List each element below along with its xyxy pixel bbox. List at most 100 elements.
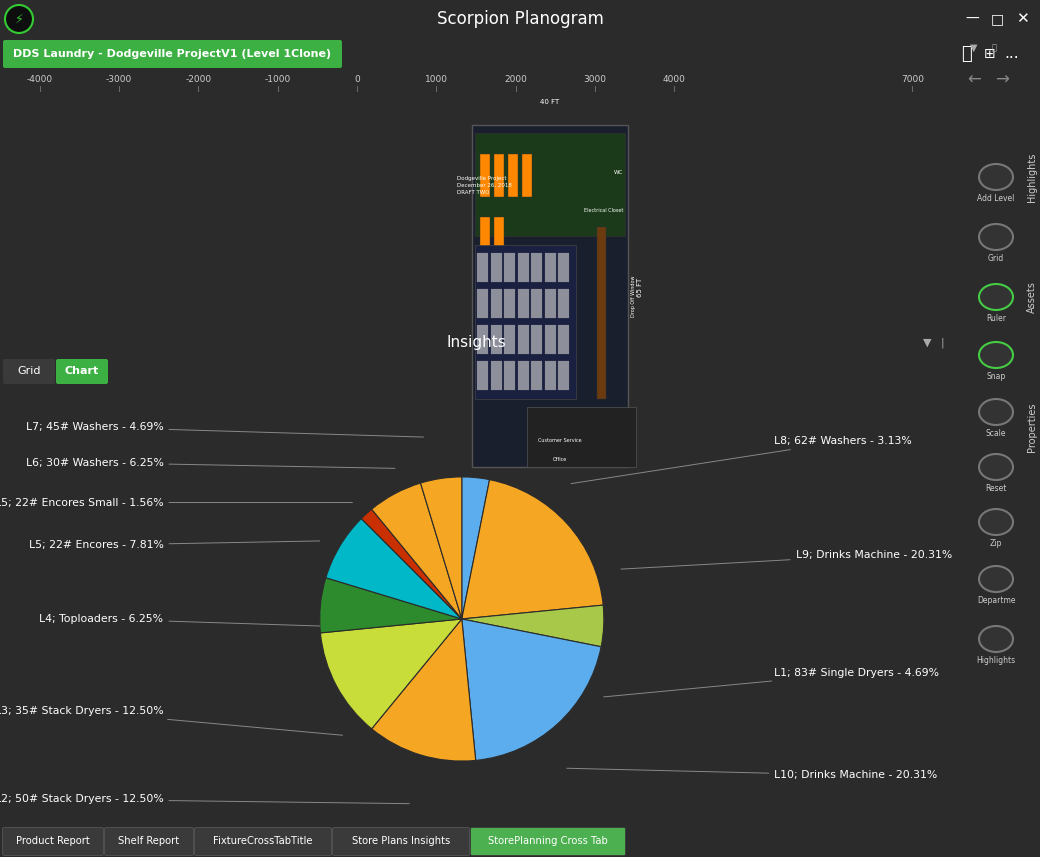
Bar xyxy=(475,133,625,236)
Bar xyxy=(494,217,504,248)
Text: 40 FT: 40 FT xyxy=(541,99,560,105)
Bar xyxy=(477,289,488,318)
Text: 4000: 4000 xyxy=(662,75,685,84)
Text: 📌: 📌 xyxy=(991,44,996,52)
Text: L1; 83# Single Dryers - 4.69%: L1; 83# Single Dryers - 4.69% xyxy=(604,668,939,697)
Bar xyxy=(480,217,490,248)
Bar xyxy=(531,361,542,390)
Ellipse shape xyxy=(979,342,1013,368)
Wedge shape xyxy=(361,509,462,619)
Text: StorePlanning Cross Tab: StorePlanning Cross Tab xyxy=(488,836,607,846)
Text: Shelf Report: Shelf Report xyxy=(119,836,180,846)
Text: 65 FT: 65 FT xyxy=(636,278,643,297)
Bar xyxy=(545,289,555,318)
Ellipse shape xyxy=(979,224,1013,250)
Text: Grid: Grid xyxy=(18,366,41,376)
FancyBboxPatch shape xyxy=(3,40,342,68)
Text: -3000: -3000 xyxy=(106,75,132,84)
Bar xyxy=(480,256,490,287)
Wedge shape xyxy=(320,619,462,728)
Text: Scale: Scale xyxy=(986,429,1007,438)
Bar xyxy=(531,253,542,282)
Text: Ruler: Ruler xyxy=(986,314,1006,323)
Text: ←: ← xyxy=(967,71,981,89)
Bar xyxy=(477,361,488,390)
FancyBboxPatch shape xyxy=(2,828,104,855)
Text: L10; Drinks Machine - 20.31%: L10; Drinks Machine - 20.31% xyxy=(567,768,938,780)
Text: Office: Office xyxy=(553,457,567,462)
Bar xyxy=(558,361,569,390)
Ellipse shape xyxy=(979,626,1013,652)
Text: □: □ xyxy=(990,12,1004,26)
Bar xyxy=(477,253,488,282)
Bar xyxy=(545,325,555,354)
Text: Highlights: Highlights xyxy=(977,656,1016,665)
Text: L5; 22# Encores - 7.81%: L5; 22# Encores - 7.81% xyxy=(28,540,319,550)
Text: Zip: Zip xyxy=(990,539,1003,548)
Bar xyxy=(491,325,501,354)
Bar xyxy=(504,253,515,282)
Bar xyxy=(531,289,542,318)
Text: Electrical Closet: Electrical Closet xyxy=(583,207,623,213)
Text: Properties: Properties xyxy=(1028,402,1037,452)
Bar xyxy=(545,253,555,282)
Text: |: | xyxy=(940,338,944,348)
Text: ⊞: ⊞ xyxy=(984,47,996,61)
Text: Highlights: Highlights xyxy=(1028,153,1037,201)
Bar xyxy=(504,325,515,354)
Text: -4000: -4000 xyxy=(27,75,53,84)
Bar xyxy=(558,325,569,354)
Text: ⤴: ⤴ xyxy=(962,45,972,63)
Text: L8; 62# Washers - 3.13%: L8; 62# Washers - 3.13% xyxy=(571,436,912,483)
Text: Customer Service: Customer Service xyxy=(538,438,581,443)
Text: ▼: ▼ xyxy=(922,338,931,348)
Text: ✕: ✕ xyxy=(1016,11,1029,27)
Text: 2000: 2000 xyxy=(504,75,527,84)
Bar xyxy=(597,227,606,399)
Text: Add Level: Add Level xyxy=(978,194,1015,203)
Wedge shape xyxy=(462,480,603,619)
FancyBboxPatch shape xyxy=(3,359,55,384)
Text: Grid: Grid xyxy=(988,254,1005,263)
Bar xyxy=(558,289,569,318)
Ellipse shape xyxy=(979,399,1013,425)
Text: L9; Drinks Machine - 20.31%: L9; Drinks Machine - 20.31% xyxy=(621,550,952,569)
Text: FixtureCrossTabTitle: FixtureCrossTabTitle xyxy=(213,836,313,846)
Wedge shape xyxy=(462,619,601,760)
Bar xyxy=(518,289,528,318)
Bar xyxy=(480,153,490,196)
Text: ...: ... xyxy=(1005,46,1019,62)
Bar xyxy=(475,244,576,399)
Text: Departme: Departme xyxy=(977,596,1015,605)
Text: 0: 0 xyxy=(355,75,360,84)
Bar xyxy=(518,325,528,354)
Bar xyxy=(504,361,515,390)
Bar xyxy=(526,407,635,467)
Bar xyxy=(491,253,501,282)
Bar xyxy=(522,153,532,196)
Text: Snap: Snap xyxy=(986,372,1006,381)
Bar xyxy=(545,361,555,390)
Wedge shape xyxy=(371,619,475,761)
Text: -2000: -2000 xyxy=(185,75,211,84)
Bar xyxy=(518,361,528,390)
Text: L6; 30# Washers - 6.25%: L6; 30# Washers - 6.25% xyxy=(26,458,395,469)
Wedge shape xyxy=(462,605,604,647)
Text: -1000: -1000 xyxy=(264,75,291,84)
Bar xyxy=(508,153,518,196)
Circle shape xyxy=(5,5,33,33)
Text: Dodgeville Project
December 26, 2018
DRAFT TWO: Dodgeville Project December 26, 2018 DRA… xyxy=(457,176,512,195)
Ellipse shape xyxy=(979,284,1013,310)
FancyBboxPatch shape xyxy=(104,828,193,855)
Text: ⚡: ⚡ xyxy=(15,13,23,26)
Text: Drop Off Window: Drop Off Window xyxy=(631,275,636,317)
Bar xyxy=(472,124,628,467)
Ellipse shape xyxy=(979,164,1013,190)
Text: L5; 22# Encores Small - 1.56%: L5; 22# Encores Small - 1.56% xyxy=(0,498,353,507)
Bar xyxy=(504,289,515,318)
Text: Product Report: Product Report xyxy=(17,836,89,846)
Text: 1000: 1000 xyxy=(424,75,448,84)
Bar xyxy=(494,153,504,196)
Bar xyxy=(494,256,504,287)
Bar xyxy=(491,361,501,390)
